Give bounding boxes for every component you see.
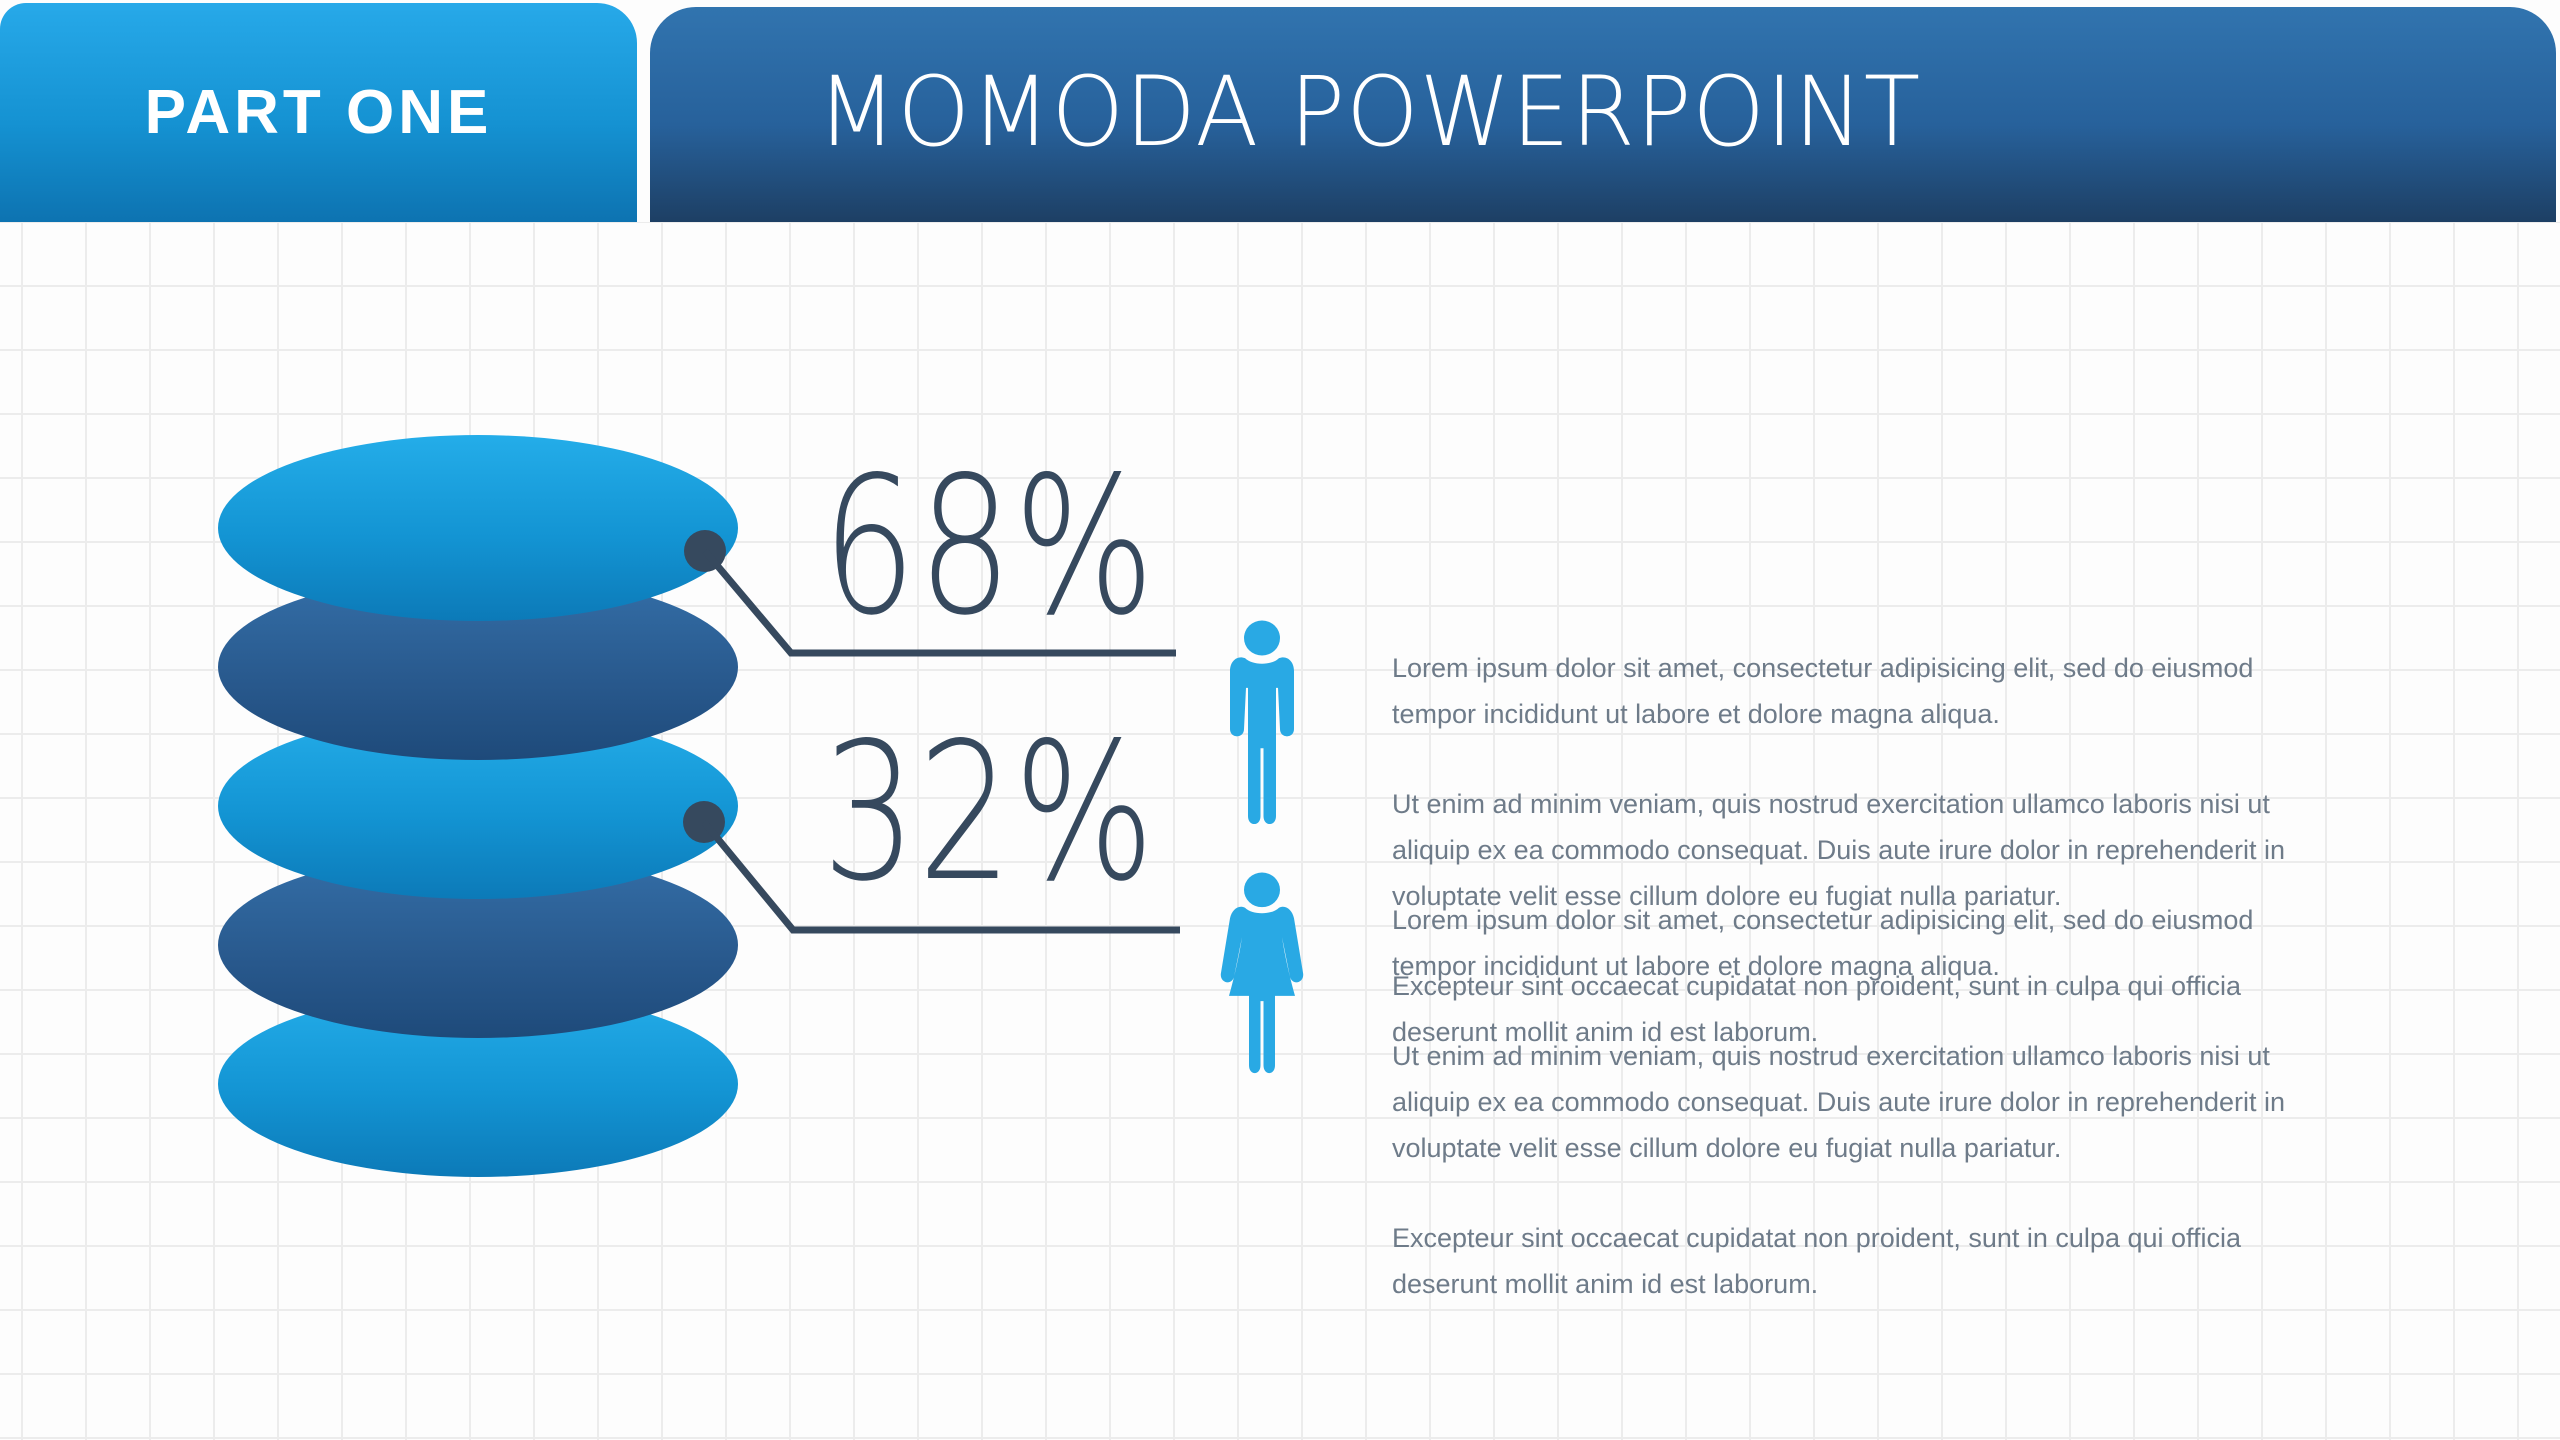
body-paragraph: Ut enim ad minim veniam, quis nostrud ex… xyxy=(1392,1041,2286,1163)
body-paragraph: Lorem ipsum dolor sit amet, consectetur … xyxy=(1392,905,2254,981)
part-label: PART ONE xyxy=(144,78,493,147)
ellipse-layer-1 xyxy=(218,435,738,621)
female-icon xyxy=(1220,872,1304,1074)
text-block-male: Lorem ipsum dolor sit amet, consectetur … xyxy=(1392,645,2342,1055)
body-paragraph: Lorem ipsum dolor sit amet, consectetur … xyxy=(1392,653,2254,729)
title-bar: MOMODA POWERPOINT xyxy=(650,7,2556,222)
male-icon xyxy=(1230,620,1294,825)
callout-value-2: 32% xyxy=(822,702,1157,923)
body-paragraph: Excepteur sint occaecat cupidatat non pr… xyxy=(1392,971,2242,1047)
callout-value-1: 68% xyxy=(822,436,1157,657)
slide-title: MOMODA POWERPOINT xyxy=(817,55,1922,168)
body-paragraph: Ut enim ad minim veniam, quis nostrud ex… xyxy=(1392,789,2286,911)
body-paragraph: Excepteur sint occaecat cupidatat non pr… xyxy=(1392,1223,2242,1299)
text-block-female: Lorem ipsum dolor sit amet, consectetur … xyxy=(1392,897,2342,1307)
part-tab: PART ONE xyxy=(0,3,637,222)
